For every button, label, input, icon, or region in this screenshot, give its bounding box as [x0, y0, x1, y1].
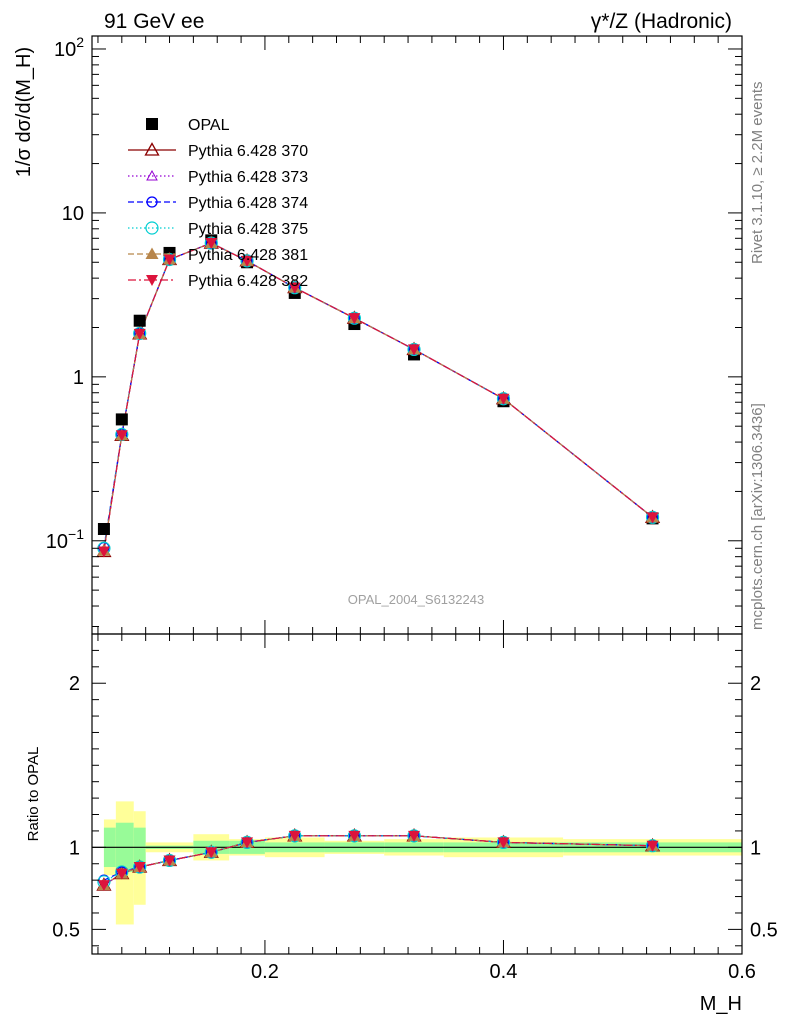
main-point-s0-1	[115, 413, 128, 426]
legend-label-3: Pythia 6.428 374	[188, 195, 308, 212]
legend-marker-5	[145, 247, 159, 259]
ratio-y-tick-label-right-0: 0.5	[750, 919, 778, 941]
main-point-s6-4	[205, 238, 218, 250]
ratio-frame	[91, 633, 743, 955]
main-line-series-4	[103, 242, 653, 549]
ratio-point-s5-2	[133, 862, 146, 874]
x-tick-label-1: 0.4	[490, 961, 518, 983]
main-point-s0-2	[133, 314, 146, 327]
ratio-series-markers	[96, 828, 661, 892]
ratio-y-label: Ratio to OPAL	[25, 747, 42, 842]
ratio-point-s5-7	[348, 830, 361, 842]
legend-marker-4	[145, 221, 159, 235]
ratio-point-s5-0	[97, 880, 110, 892]
main-point-s6-6	[288, 282, 301, 294]
ratio-point-s5-6	[288, 830, 301, 842]
legend-marker-0	[146, 118, 158, 130]
x-tick-label-2: 0.6	[728, 961, 756, 983]
main-line-series-2	[103, 242, 653, 551]
ratio-point-s5-4	[205, 847, 218, 859]
main-point-s6-0	[97, 546, 110, 558]
x-axis-label: M_H	[700, 993, 742, 1015]
ratio-point-s5-3	[163, 855, 176, 867]
ratio-point-s5-1	[115, 868, 128, 880]
rivet-label: Rivet 3.1.10, ≥ 2.2M events	[749, 82, 766, 265]
main-line-series-1	[103, 242, 653, 552]
main-point-s6-8	[408, 344, 421, 356]
main-point-s6-9	[497, 393, 510, 405]
legend-marker-3	[146, 196, 158, 208]
legend-marker-1	[144, 142, 160, 156]
ratio-error-bands	[92, 801, 742, 925]
ratio-y-tick-label-0: 0.5	[52, 919, 80, 941]
main-point-s6-7	[348, 313, 361, 325]
ratio-y-tick-label-right-2: 2	[750, 673, 761, 695]
header-left: 91 GeV ee	[104, 10, 204, 33]
main-point-s6-10	[646, 512, 659, 524]
axes: 10−1 1 10 102 0.5 0.5 1 1 2 2 0.2 0.4 0.6	[46, 34, 778, 983]
analysis-watermark: OPAL_2004_S6132243	[348, 592, 484, 607]
main-line-series-6	[103, 242, 653, 552]
main-y-label: 1/σ dσ/d(M_H)	[13, 47, 35, 177]
main-y-tick-label-3: 102	[54, 34, 84, 61]
legend-marker-2	[146, 169, 158, 181]
main-y-tick-label-0: 10−1	[46, 526, 84, 553]
main-point-s6-2	[133, 328, 146, 340]
header-right: γ*/Z (Hadronic)	[591, 10, 732, 33]
legend-label-6: Pythia 6.428 382	[188, 273, 308, 290]
ratio-point-s5-5	[241, 837, 254, 849]
legend-label-4: Pythia 6.428 375	[188, 221, 308, 238]
ratio-point-s5-10	[646, 840, 659, 852]
ratio-y-tick-label-2: 2	[69, 673, 80, 695]
main-point-s6-1	[115, 430, 128, 442]
main-line-series-3	[103, 242, 653, 548]
main-series-lines	[103, 242, 653, 552]
ratio-point-s5-8	[408, 830, 421, 842]
legend-label-2: Pythia 6.428 373	[188, 169, 308, 186]
source-label: mcplots.cern.ch [arXiv:1306.3436]	[749, 403, 766, 630]
legend: OPAL Pythia 6.428 370 Pythia 6.428 373 Pyth…	[128, 117, 308, 290]
ratio-point-s5-9	[497, 837, 510, 849]
main-y-tick-label-2: 10	[62, 203, 84, 225]
ratio-y-tick-label-right-1: 1	[750, 837, 761, 859]
legend-label-5: Pythia 6.428 381	[188, 247, 308, 264]
legend-marker-6	[146, 275, 158, 286]
legend-label-0: OPAL	[188, 117, 230, 134]
main-series-markers	[96, 234, 661, 558]
legend-label-1: Pythia 6.428 370	[188, 143, 308, 160]
main-point-s0-0	[97, 522, 110, 535]
main-point-s6-3	[163, 254, 176, 266]
ratio-y-tick-label-1: 1	[69, 837, 80, 859]
main-point-s6-5	[241, 255, 254, 267]
main-line-series-5	[103, 242, 653, 551]
main-y-tick-label-1: 1	[73, 367, 84, 389]
x-tick-label-0: 0.2	[251, 961, 279, 983]
